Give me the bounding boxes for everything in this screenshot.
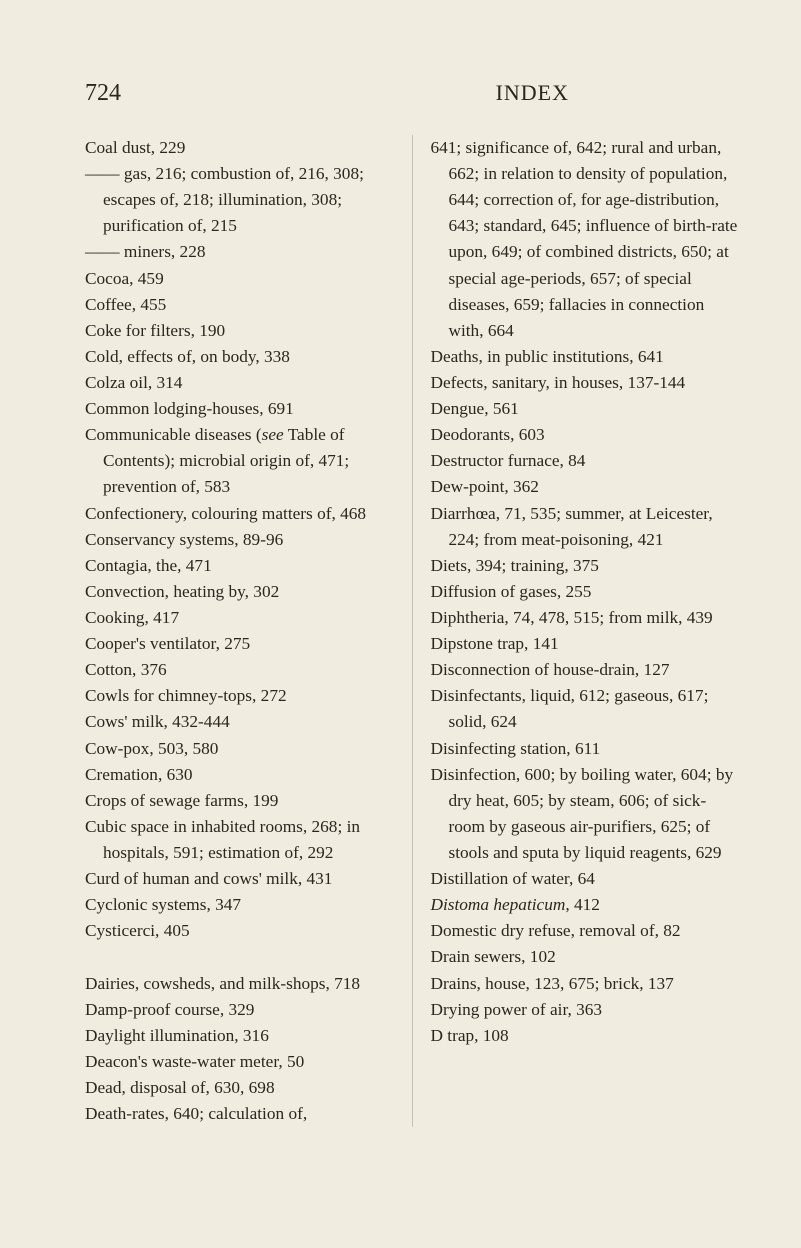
index-entry: D trap, 108 xyxy=(430,1023,739,1049)
index-entry: Disinfecting station, 611 xyxy=(430,736,739,762)
index-entry: Coffee, 455 xyxy=(85,292,394,318)
index-entry: Dairies, cowsheds, and milk-shops, 718 xyxy=(85,971,394,997)
index-entry: Dead, disposal of, 630, 698 xyxy=(85,1075,394,1101)
index-entry: Disconnection of house-drain, 127 xyxy=(430,657,739,683)
index-entry: Cooking, 417 xyxy=(85,605,394,631)
index-entry: Common lodging-houses, 691 xyxy=(85,396,394,422)
index-entry: Cocoa, 459 xyxy=(85,266,394,292)
index-entry: Communicable diseases (see Table of Cont… xyxy=(85,422,394,500)
index-entry: Dew-point, 362 xyxy=(430,474,739,500)
index-entry: Deodorants, 603 xyxy=(430,422,739,448)
index-entry: Curd of human and cows' milk, 431 xyxy=(85,866,394,892)
page-number: 724 xyxy=(85,80,121,107)
index-entry: Coal dust, 229 xyxy=(85,135,394,161)
index-entry: Cysticerci, 405 xyxy=(85,918,394,944)
index-entry: Contagia, the, 471 xyxy=(85,553,394,579)
index-entry: Drying power of air, 363 xyxy=(430,997,739,1023)
index-entry: Damp-proof course, 329 xyxy=(85,997,394,1023)
index-entry: Diarrhœa, 71, 535; summer, at Leicester,… xyxy=(430,501,739,553)
index-entry: Death-rates, 640; calculation of, xyxy=(85,1101,394,1127)
index-entry: Domestic dry refuse, removal of, 82 xyxy=(430,918,739,944)
index-entry: 641; significance of, 642; rural and urb… xyxy=(430,135,739,344)
index-entry: —— miners, 228 xyxy=(85,239,394,265)
index-entry: Crops of sewage farms, 199 xyxy=(85,788,394,814)
index-entry: Distoma hepaticum, 412 xyxy=(430,892,739,918)
index-entry: Cowls for chimney-tops, 272 xyxy=(85,683,394,709)
columns: Coal dust, 229—— gas, 216; combustion of… xyxy=(85,135,739,1127)
index-entry: Dipstone trap, 141 xyxy=(430,631,739,657)
header-row: 724 INDEX xyxy=(85,80,739,107)
right-column: 641; significance of, 642; rural and urb… xyxy=(430,135,739,1127)
index-entry: Diffusion of gases, 255 xyxy=(430,579,739,605)
index-entry: Diets, 394; training, 375 xyxy=(430,553,739,579)
index-entry: Dengue, 561 xyxy=(430,396,739,422)
index-entry xyxy=(85,944,394,970)
index-entry: Deacon's waste-water meter, 50 xyxy=(85,1049,394,1075)
index-entry: Deaths, in public institutions, 641 xyxy=(430,344,739,370)
index-entry: Coke for filters, 190 xyxy=(85,318,394,344)
index-entry: Destructor furnace, 84 xyxy=(430,448,739,474)
index-entry: Confectionery, colouring matters of, 468 xyxy=(85,501,394,527)
page: 724 INDEX Coal dust, 229—— gas, 216; com… xyxy=(0,0,801,1248)
index-entry: Drain sewers, 102 xyxy=(430,944,739,970)
index-entry: Cows' milk, 432-444 xyxy=(85,709,394,735)
column-separator xyxy=(412,135,413,1127)
index-entry: Diphtheria, 74, 478, 515; from milk, 439 xyxy=(430,605,739,631)
index-entry: Cow-pox, 503, 580 xyxy=(85,736,394,762)
index-entry: Colza oil, 314 xyxy=(85,370,394,396)
index-entry: Cremation, 630 xyxy=(85,762,394,788)
index-entry: Cotton, 376 xyxy=(85,657,394,683)
index-entry: Defects, sanitary, in houses, 137-144 xyxy=(430,370,739,396)
index-entry: Daylight illumination, 316 xyxy=(85,1023,394,1049)
index-entry: Conservancy systems, 89-96 xyxy=(85,527,394,553)
index-entry: Disinfectants, liquid, 612; gaseous, 617… xyxy=(430,683,739,735)
page-title: INDEX xyxy=(496,80,569,106)
index-entry: Disinfection, 600; by boiling water, 604… xyxy=(430,762,739,866)
index-entry: Cold, effects of, on body, 338 xyxy=(85,344,394,370)
index-entry: Cyclonic systems, 347 xyxy=(85,892,394,918)
index-entry: Drains, house, 123, 675; brick, 137 xyxy=(430,971,739,997)
index-entry: Distillation of water, 64 xyxy=(430,866,739,892)
left-column: Coal dust, 229—— gas, 216; combustion of… xyxy=(85,135,394,1127)
index-entry: Convection, heating by, 302 xyxy=(85,579,394,605)
index-entry: —— gas, 216; combustion of, 216, 308; es… xyxy=(85,161,394,239)
index-entry: Cooper's ventilator, 275 xyxy=(85,631,394,657)
index-entry: Cubic space in inhabited rooms, 268; in … xyxy=(85,814,394,866)
